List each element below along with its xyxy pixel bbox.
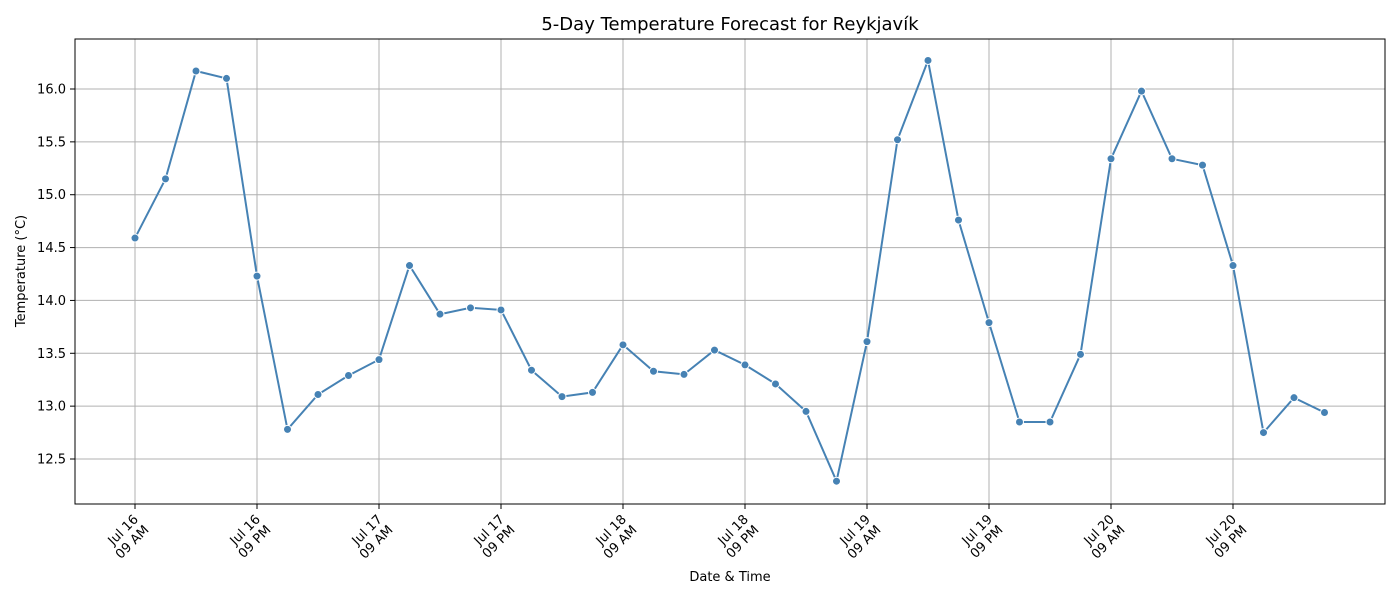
data-point (771, 379, 780, 389)
data-point (1076, 349, 1085, 359)
data-point (1106, 154, 1116, 164)
x-tick-label: Jul 1809 PM (713, 512, 762, 561)
data-point (252, 271, 262, 281)
data-point (740, 360, 750, 370)
grid-lines (75, 39, 1385, 504)
y-tick-label: 12.5 (37, 453, 66, 468)
data-point (435, 309, 445, 319)
data-point (283, 424, 292, 434)
data-point (618, 340, 628, 350)
y-tick-label: 13.5 (37, 347, 66, 362)
y-axis-label: Temperature (°C) (14, 215, 29, 328)
x-axis-ticks: Jul 1609 AM Jul 1609 PM Jul 1709 AM Jul 170… (102, 504, 1250, 562)
x-axis-label: Date & Time (689, 570, 770, 585)
data-point (862, 337, 872, 347)
series-layer (130, 55, 1329, 486)
data-point (191, 66, 201, 76)
data-point (313, 390, 323, 400)
x-tick-label: Jul 2009 PM (1201, 512, 1250, 561)
x-tick-label: Jul 1609 PM (225, 512, 274, 561)
data-point (801, 406, 811, 416)
data-point (405, 261, 414, 271)
data-point (344, 370, 353, 380)
y-tick-label: 16.0 (37, 83, 66, 98)
data-point (496, 305, 506, 315)
data-point (1167, 154, 1177, 164)
x-tick-label: Jul 1609 AM (102, 512, 152, 562)
data-point (466, 303, 475, 313)
y-tick-label: 14.5 (37, 241, 66, 256)
x-tick-label: Jul 1909 AM (834, 512, 884, 562)
data-point (1320, 407, 1329, 417)
data-point (1259, 428, 1268, 438)
y-tick-label: 15.5 (37, 135, 66, 150)
y-axis-ticks: 12.5 13.0 13.5 14.0 14.5 15.0 15.5 16.0 (37, 83, 75, 468)
y-tick-label: 13.0 (37, 400, 66, 415)
data-point (893, 135, 902, 145)
x-tick-label: Jul 1709 PM (469, 512, 518, 561)
data-point (130, 233, 140, 243)
data-point (222, 73, 231, 83)
data-point (679, 369, 689, 379)
chart-title: 5-Day Temperature Forecast for Reykjavík (541, 14, 919, 35)
data-point (923, 55, 933, 65)
data-point (1137, 86, 1146, 96)
data-point (161, 174, 170, 184)
data-point (649, 366, 658, 376)
data-point (557, 392, 567, 402)
data-point (1289, 393, 1299, 403)
x-tick-label: Jul 1709 AM (346, 512, 396, 562)
plot-frame (74, 38, 1386, 505)
data-point (984, 318, 994, 328)
x-tick-label: Jul 1809 AM (590, 512, 640, 562)
series-line (134, 56, 1325, 485)
data-point (710, 345, 719, 355)
data-point (1198, 160, 1207, 170)
x-tick-label: Jul 1909 PM (957, 512, 1006, 561)
data-point (1228, 261, 1238, 271)
data-point (527, 365, 536, 375)
x-tick-label: Jul 2009 AM (1078, 512, 1128, 562)
y-tick-label: 15.0 (37, 188, 66, 203)
data-point (1045, 417, 1055, 427)
data-point (588, 387, 597, 397)
data-point (1015, 417, 1024, 427)
data-point (374, 355, 384, 365)
data-point (954, 215, 963, 225)
data-point (832, 476, 841, 486)
y-tick-label: 14.0 (37, 294, 66, 309)
